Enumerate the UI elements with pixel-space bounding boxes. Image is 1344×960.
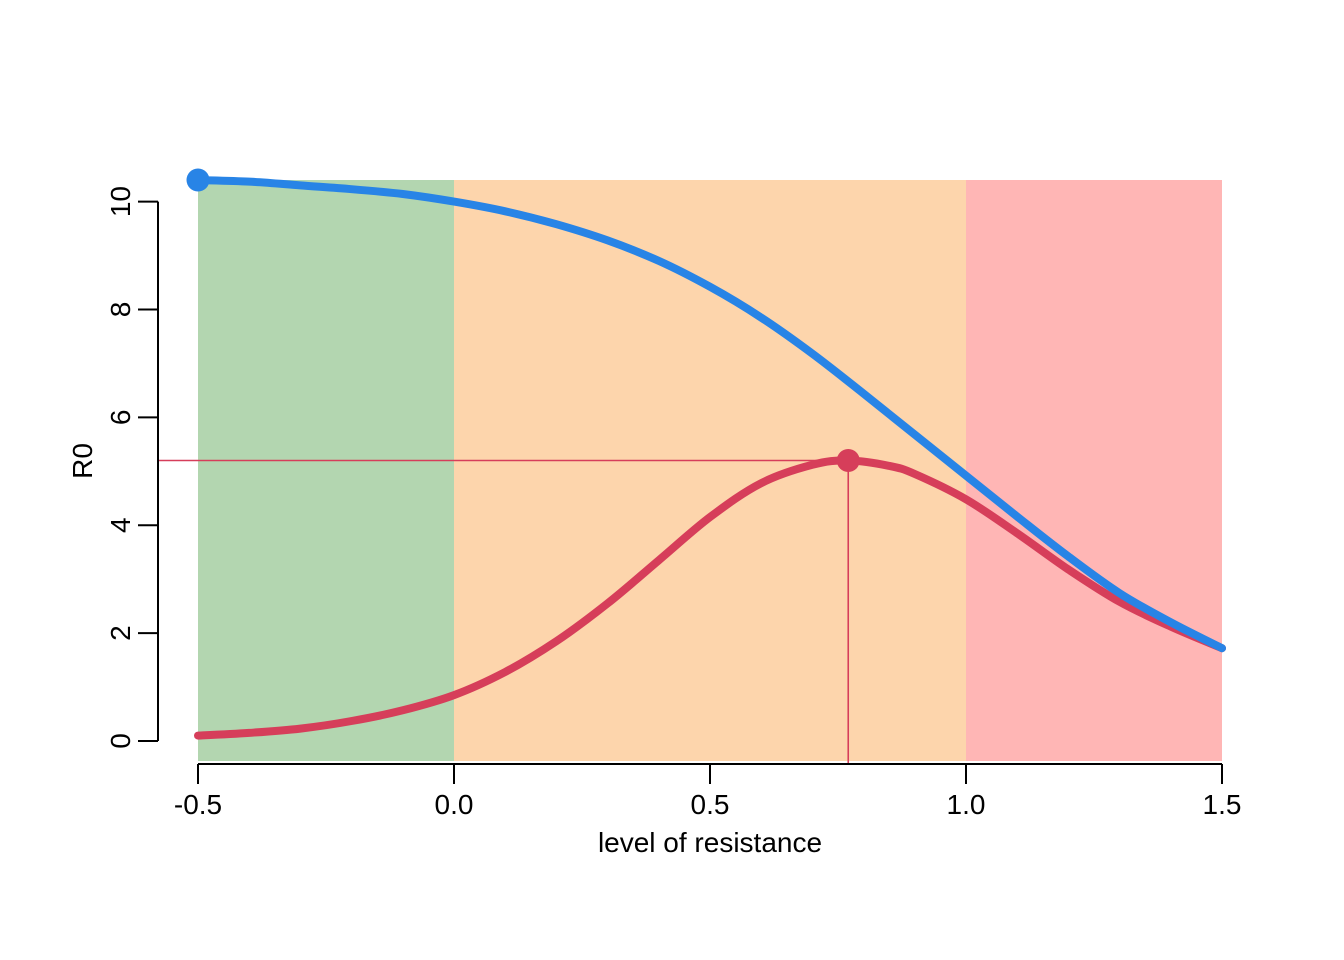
x-tick-label: 0.5 xyxy=(691,789,730,820)
x-tick-label: 1.0 xyxy=(947,789,986,820)
x-axis: -0.5 0.0 0.5 1.0 1.5 xyxy=(174,763,1242,820)
point-0 xyxy=(186,168,210,192)
region-1 xyxy=(454,180,966,761)
x-tick-label: 1.5 xyxy=(1203,789,1242,820)
background-regions xyxy=(198,180,1222,761)
highlight-points xyxy=(186,168,860,472)
region-2 xyxy=(966,180,1222,761)
y-axis-title: R0 xyxy=(67,443,98,479)
y-tick-label: 8 xyxy=(105,302,136,318)
y-tick-label: 10 xyxy=(105,186,136,217)
x-tick-label: -0.5 xyxy=(174,789,222,820)
y-tick-label: 2 xyxy=(105,625,136,641)
data-series xyxy=(194,176,1226,740)
y-axis: 0 2 4 6 8 10 xyxy=(105,186,159,749)
region-0 xyxy=(198,180,454,761)
series-line-1 xyxy=(194,456,1226,740)
x-tick-label: 0.0 xyxy=(435,789,474,820)
x-axis-title: level of resistance xyxy=(598,827,822,858)
point-1 xyxy=(836,449,860,472)
series-line-0 xyxy=(194,176,1226,653)
y-tick-label: 0 xyxy=(105,733,136,749)
y-tick-label: 4 xyxy=(105,517,136,533)
guide-lines xyxy=(158,459,850,764)
y-tick-label: 6 xyxy=(105,410,136,426)
